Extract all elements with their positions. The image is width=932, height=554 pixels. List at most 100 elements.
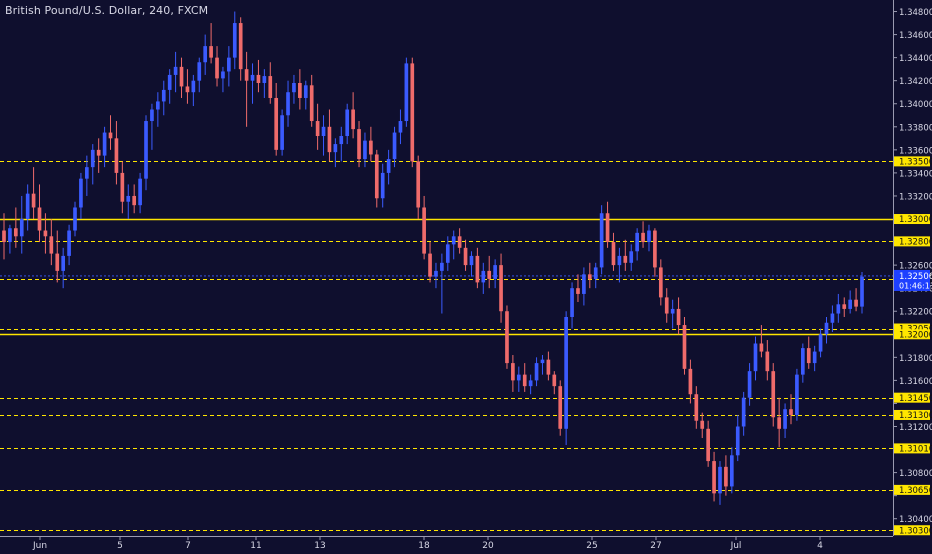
candle[interactable] xyxy=(380,163,385,208)
candle[interactable] xyxy=(587,262,592,289)
candle[interactable] xyxy=(611,232,616,271)
candle[interactable] xyxy=(61,247,66,289)
candle[interactable] xyxy=(238,17,243,81)
candle[interactable] xyxy=(37,184,42,243)
candle[interactable] xyxy=(860,272,864,314)
candle[interactable] xyxy=(836,293,841,323)
candle[interactable] xyxy=(682,316,687,375)
candle[interactable] xyxy=(605,201,610,248)
candle[interactable] xyxy=(818,328,823,358)
candle[interactable] xyxy=(635,228,639,261)
candle[interactable] xyxy=(516,366,521,392)
candle[interactable] xyxy=(664,288,669,323)
candle[interactable] xyxy=(333,138,338,168)
candle[interactable] xyxy=(404,57,409,127)
candle[interactable] xyxy=(156,92,160,127)
candle[interactable] xyxy=(132,184,137,214)
candle[interactable] xyxy=(250,63,255,104)
candle[interactable] xyxy=(428,242,432,283)
candle[interactable] xyxy=(167,69,172,104)
candle[interactable] xyxy=(303,80,308,110)
candle[interactable] xyxy=(706,420,710,467)
candle[interactable] xyxy=(735,414,740,462)
candle[interactable] xyxy=(410,57,415,168)
candle[interactable] xyxy=(505,305,509,369)
candle[interactable] xyxy=(144,115,148,191)
candle[interactable] xyxy=(534,357,539,387)
candle[interactable] xyxy=(215,46,219,87)
candle[interactable] xyxy=(457,228,462,254)
candle[interactable] xyxy=(540,355,545,375)
candle[interactable] xyxy=(463,239,468,271)
candle[interactable] xyxy=(493,259,497,289)
candle[interactable] xyxy=(14,207,18,248)
candle[interactable] xyxy=(741,391,746,436)
candle[interactable] xyxy=(67,224,71,266)
candle[interactable] xyxy=(854,288,858,312)
candle[interactable] xyxy=(848,290,852,314)
candle[interactable] xyxy=(641,221,645,248)
candle[interactable] xyxy=(481,262,486,294)
candle[interactable] xyxy=(386,149,391,185)
candle[interactable] xyxy=(161,80,166,116)
candle[interactable] xyxy=(114,121,119,185)
candle[interactable] xyxy=(369,126,373,162)
candle[interactable] xyxy=(244,51,249,127)
candle[interactable] xyxy=(49,219,54,266)
candle[interactable] xyxy=(789,394,793,425)
candle[interactable] xyxy=(351,92,355,139)
candle[interactable] xyxy=(812,345,817,372)
candle[interactable] xyxy=(670,299,675,329)
candle[interactable] xyxy=(392,126,397,168)
candle[interactable] xyxy=(173,51,178,93)
candle[interactable] xyxy=(85,155,89,196)
candle[interactable] xyxy=(629,244,634,271)
candle[interactable] xyxy=(8,224,12,254)
candle[interactable] xyxy=(227,46,231,87)
candle[interactable] xyxy=(718,461,722,505)
candle[interactable] xyxy=(688,359,693,404)
candle[interactable] xyxy=(345,103,350,145)
candle[interactable] xyxy=(747,363,752,406)
candle[interactable] xyxy=(599,205,604,275)
candle[interactable] xyxy=(700,412,705,439)
candle[interactable] xyxy=(280,109,284,156)
candle[interactable] xyxy=(138,172,142,214)
candle[interactable] xyxy=(422,195,426,260)
candle[interactable] xyxy=(499,253,503,323)
candle[interactable] xyxy=(357,121,361,168)
candle[interactable] xyxy=(445,236,450,271)
candle[interactable] xyxy=(824,316,829,344)
candle[interactable] xyxy=(653,228,657,277)
candle[interactable] xyxy=(398,109,403,145)
candle[interactable] xyxy=(800,343,805,383)
candle[interactable] xyxy=(576,274,580,303)
candle[interactable] xyxy=(783,403,787,439)
candle[interactable] xyxy=(617,247,622,283)
candle[interactable] xyxy=(102,126,107,168)
candle[interactable] xyxy=(315,103,320,150)
candle[interactable] xyxy=(120,161,125,214)
candle[interactable] xyxy=(203,34,208,75)
candle[interactable] xyxy=(286,80,290,127)
candle[interactable] xyxy=(309,74,314,127)
candle[interactable] xyxy=(475,247,480,289)
candle[interactable] xyxy=(108,115,113,150)
candle[interactable] xyxy=(150,103,154,150)
candle[interactable] xyxy=(327,109,332,162)
candle[interactable] xyxy=(31,167,36,220)
candle[interactable] xyxy=(185,69,190,104)
candle[interactable] xyxy=(232,11,237,70)
candle[interactable] xyxy=(753,336,758,381)
candle[interactable] xyxy=(268,62,273,104)
candle[interactable] xyxy=(209,23,213,64)
candle[interactable] xyxy=(676,297,681,335)
candle[interactable] xyxy=(363,132,367,168)
candle[interactable] xyxy=(528,374,533,395)
candle[interactable] xyxy=(712,451,716,502)
candle[interactable] xyxy=(451,230,456,260)
candle[interactable] xyxy=(795,368,799,421)
candle[interactable] xyxy=(179,57,184,98)
